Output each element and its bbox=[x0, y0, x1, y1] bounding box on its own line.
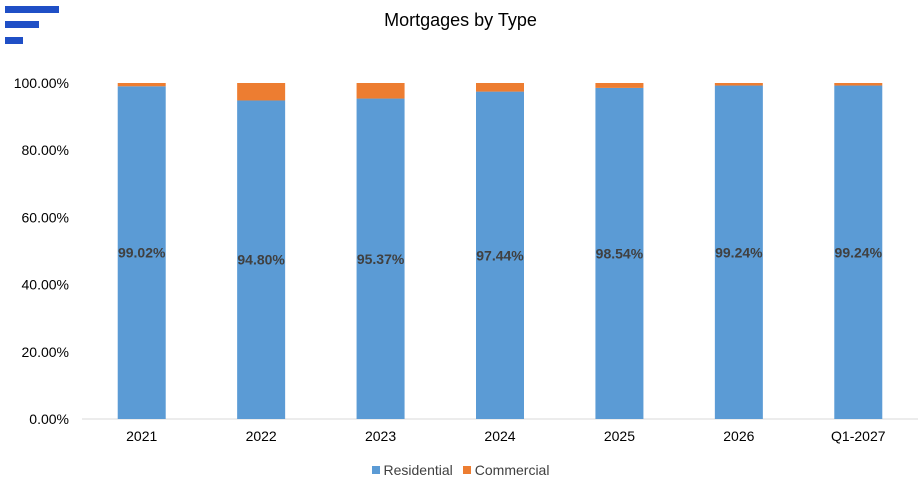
x-tick-label: 2024 bbox=[484, 428, 515, 444]
bar-commercial bbox=[595, 83, 644, 88]
bar-commercial bbox=[356, 83, 405, 99]
chart-legend: Residential Commercial bbox=[0, 462, 921, 478]
logo-icon bbox=[5, 6, 59, 44]
bar-residential bbox=[834, 85, 883, 420]
logo-bar-top bbox=[5, 6, 59, 13]
legend-swatch bbox=[371, 466, 380, 474]
x-tick-label: Q1-2027 bbox=[831, 428, 886, 444]
data-label: 97.44% bbox=[476, 247, 524, 263]
legend-swatch bbox=[462, 466, 471, 474]
y-tick-label: 40.00% bbox=[22, 277, 69, 293]
data-label: 99.02% bbox=[118, 245, 166, 261]
logo-bar-bottom bbox=[5, 37, 23, 44]
x-tick-label: 2021 bbox=[126, 428, 157, 444]
bar-residential bbox=[595, 87, 644, 419]
bar-commercial bbox=[714, 83, 763, 86]
data-label: 95.37% bbox=[357, 251, 405, 267]
y-tick-label: 60.00% bbox=[22, 209, 69, 225]
y-tick-label: 20.00% bbox=[22, 344, 69, 360]
x-tick-label: 2023 bbox=[365, 428, 396, 444]
legend-label: Residential bbox=[383, 462, 453, 478]
bar-commercial bbox=[117, 83, 166, 87]
x-tick-label: 2022 bbox=[246, 428, 277, 444]
logo-bar-middle bbox=[5, 21, 39, 28]
x-tick-label: 2025 bbox=[604, 428, 635, 444]
data-label: 99.24% bbox=[715, 244, 763, 260]
bar-commercial bbox=[237, 83, 286, 101]
data-label: 98.54% bbox=[596, 245, 644, 261]
legend-item-residential: Residential bbox=[371, 462, 453, 478]
y-tick-label: 0.00% bbox=[29, 411, 69, 427]
bar-commercial bbox=[834, 83, 883, 86]
y-tick-label: 80.00% bbox=[22, 142, 69, 158]
bar-residential bbox=[356, 98, 405, 420]
data-label: 94.80% bbox=[237, 252, 285, 268]
y-tick-label: 100.00% bbox=[14, 75, 69, 91]
chart-title: Mortgages by Type bbox=[384, 10, 537, 30]
bar-residential bbox=[237, 100, 286, 420]
bar-residential bbox=[117, 86, 166, 420]
legend-item-commercial: Commercial bbox=[462, 462, 550, 478]
data-label: 99.24% bbox=[835, 244, 883, 260]
bar-residential bbox=[476, 91, 524, 420]
x-tick-label: 2026 bbox=[723, 428, 754, 444]
bar-residential bbox=[714, 85, 763, 420]
bar-commercial bbox=[476, 83, 524, 92]
legend-label: Commercial bbox=[474, 462, 550, 478]
